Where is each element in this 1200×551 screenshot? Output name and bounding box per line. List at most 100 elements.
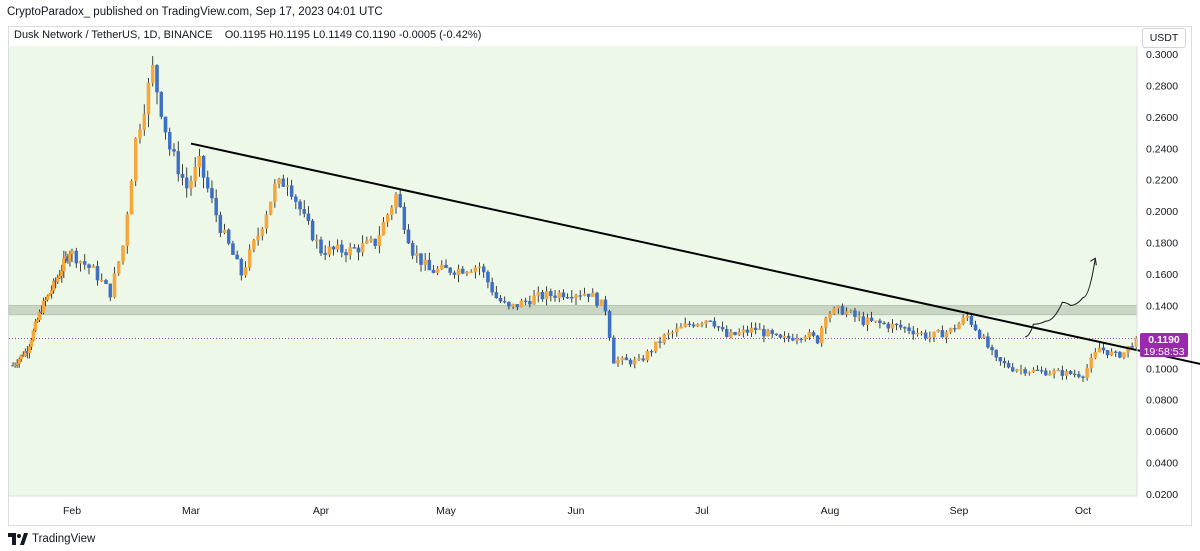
candle	[461, 266, 465, 275]
candle	[865, 313, 870, 332]
candle	[799, 337, 803, 343]
candle	[56, 274, 60, 284]
candle	[19, 354, 23, 362]
x-tick-label: Feb	[63, 505, 81, 517]
last-price-value: 0.1190	[1148, 334, 1180, 346]
candle	[125, 211, 130, 254]
candle	[323, 245, 327, 261]
projection-path[interactable]	[1025, 258, 1096, 338]
candle	[1019, 364, 1023, 375]
candle	[737, 328, 741, 336]
candle	[1130, 342, 1134, 349]
candle	[51, 278, 56, 294]
candle	[874, 320, 878, 323]
y-tick-label: 0.0200	[1146, 489, 1178, 501]
candle	[791, 333, 795, 342]
candle	[612, 335, 616, 364]
candle	[252, 238, 256, 253]
candle	[1081, 375, 1085, 382]
candle	[1027, 371, 1032, 376]
candle	[444, 259, 448, 269]
candle	[331, 245, 336, 256]
candle	[43, 297, 48, 307]
candle	[658, 336, 662, 349]
candle	[189, 175, 193, 196]
candle	[570, 289, 574, 303]
candle	[369, 235, 373, 243]
candle	[840, 303, 845, 316]
y-tick-label: 0.2000	[1146, 206, 1178, 218]
candle	[961, 314, 965, 326]
candle	[385, 213, 390, 227]
candle	[774, 333, 779, 336]
currency-selector[interactable]: USDT	[1142, 28, 1186, 48]
candle	[940, 325, 945, 338]
candle	[1002, 357, 1007, 368]
candle	[654, 341, 658, 354]
candle	[1006, 360, 1011, 369]
candle	[561, 289, 566, 300]
candle	[1023, 367, 1027, 376]
candle	[907, 323, 911, 335]
candle	[578, 290, 582, 301]
candle	[733, 331, 737, 336]
candle	[890, 319, 895, 333]
candle	[936, 329, 940, 333]
candle	[565, 293, 570, 299]
candle	[74, 247, 79, 269]
candle	[687, 321, 692, 327]
candle	[553, 289, 557, 302]
candle	[591, 288, 595, 297]
candle	[828, 311, 832, 323]
trendline[interactable]	[190, 142, 1200, 366]
candle	[104, 278, 108, 285]
candle	[1097, 342, 1102, 353]
candle	[637, 353, 641, 362]
candle	[264, 210, 269, 234]
candle	[700, 321, 704, 328]
candle	[1072, 369, 1077, 378]
candle	[815, 334, 820, 345]
last-price-badge: 0.1190 19:58:53	[1140, 333, 1188, 358]
candle	[729, 329, 733, 339]
candle	[235, 250, 239, 260]
candle	[348, 242, 352, 260]
x-tick-label: Mar	[182, 505, 201, 517]
candle	[163, 116, 168, 140]
candle	[741, 325, 746, 338]
candle	[33, 318, 38, 332]
candle	[83, 254, 87, 270]
candle	[27, 344, 32, 359]
candle	[679, 323, 683, 329]
x-tick-label: Jul	[695, 505, 708, 517]
candle	[944, 330, 949, 344]
x-tick-label: Sep	[950, 505, 969, 517]
candle	[214, 189, 218, 223]
candle	[1060, 365, 1065, 380]
candle	[919, 331, 924, 336]
candle	[91, 264, 96, 269]
candle	[390, 205, 394, 221]
plot-background	[9, 46, 1137, 496]
candle	[603, 295, 608, 316]
candle	[95, 260, 100, 286]
candle	[1035, 365, 1040, 371]
candle	[423, 253, 427, 271]
projection-arrowhead	[1090, 257, 1097, 266]
candle	[201, 155, 206, 189]
candle	[782, 331, 787, 343]
candle	[477, 262, 482, 276]
candle	[666, 329, 671, 340]
candle	[582, 287, 587, 297]
candle	[273, 179, 277, 208]
candle	[268, 201, 273, 216]
candle	[49, 285, 54, 299]
candle	[1101, 342, 1106, 354]
candle	[306, 206, 311, 225]
candle	[1048, 370, 1052, 376]
candle	[108, 283, 113, 302]
candle	[1105, 349, 1110, 359]
candle	[377, 226, 382, 254]
candle	[294, 194, 298, 210]
